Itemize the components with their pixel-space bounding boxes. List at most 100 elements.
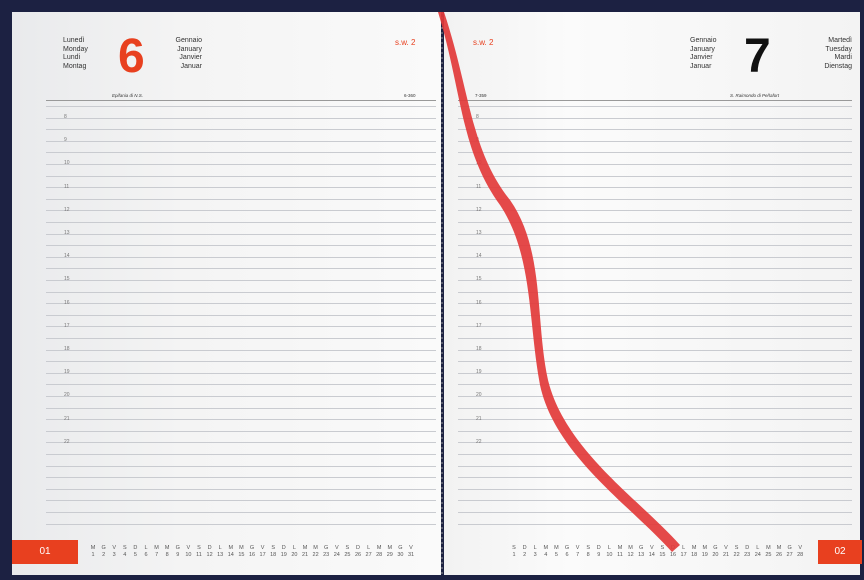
calendar-weekday: M xyxy=(776,545,782,551)
day-number: 7 xyxy=(744,30,771,83)
ruled-line xyxy=(458,477,852,479)
calendar-weekday: D xyxy=(745,545,750,551)
calendar-day: 24 xyxy=(754,552,761,558)
calendar-weekday: L xyxy=(682,545,686,551)
calendar-day: 3 xyxy=(112,552,116,558)
calendar-weekday: S xyxy=(586,545,591,551)
ruled-line xyxy=(458,152,852,154)
calendar-weekday: M xyxy=(313,545,318,551)
ruled-line xyxy=(458,442,852,444)
ruled-line xyxy=(46,175,436,177)
ruled-line xyxy=(458,430,852,432)
ruled-line xyxy=(458,372,852,374)
weekday-name: Lundi xyxy=(63,54,81,61)
hour-label: 19 xyxy=(476,369,482,376)
ruled-line xyxy=(46,222,436,223)
ruled-line xyxy=(458,117,852,119)
calendar-day: 2 xyxy=(523,552,527,558)
calendar-weekday: M xyxy=(239,545,244,551)
ruled-line xyxy=(458,314,852,316)
right-page xyxy=(444,12,860,575)
calendar-weekday: G xyxy=(175,545,180,551)
calendar-day: 11 xyxy=(196,552,202,558)
calendar-weekday: M xyxy=(766,545,771,551)
calendar-weekday: M xyxy=(543,545,549,551)
calendar-weekday: V xyxy=(409,545,413,551)
ruled-line xyxy=(46,268,436,270)
hour-label: 21 xyxy=(64,415,70,422)
saint-note: Epifania di N.S. xyxy=(112,93,144,98)
calendar-weekday: G xyxy=(639,545,644,551)
week-label: s.w. 2 xyxy=(473,38,494,47)
calendar-weekday: G xyxy=(398,545,403,551)
ruled-line xyxy=(46,523,436,525)
month-name: Gennaio xyxy=(175,37,202,44)
ruled-line xyxy=(46,291,436,293)
calendar-weekday: S xyxy=(345,545,350,551)
calendar-weekday: V xyxy=(186,545,191,551)
ruled-line xyxy=(46,117,436,119)
weekday-name: Martedì xyxy=(828,37,852,44)
calendar-day: 18 xyxy=(691,552,698,558)
ruled-line xyxy=(458,361,852,363)
hour-label: 19 xyxy=(64,369,70,376)
ruled-line xyxy=(458,106,852,107)
month-name: Janvier xyxy=(179,54,202,61)
day-number: 6 xyxy=(118,30,145,83)
ruled-line xyxy=(458,291,852,293)
calendar-weekday: M xyxy=(228,545,234,551)
hour-label: 9 xyxy=(64,137,67,144)
calendar-day: 12 xyxy=(627,552,634,558)
calendar-weekday: L xyxy=(607,545,611,551)
calendar-day: 30 xyxy=(397,552,404,558)
calendar-day: 13 xyxy=(217,552,224,558)
ribbon-bookmark xyxy=(438,12,680,552)
calendar-weekday: M xyxy=(691,545,697,551)
hour-label: 22 xyxy=(476,438,482,445)
ruled-line xyxy=(458,465,852,467)
calendar-day: 10 xyxy=(606,552,613,558)
ruled-line xyxy=(46,152,436,154)
ruled-line xyxy=(46,396,436,397)
calendar-day: 5 xyxy=(554,552,558,558)
calendar-day: 2 xyxy=(102,552,106,558)
ruled-line xyxy=(46,129,436,131)
month-name: Janvier xyxy=(690,54,713,61)
ruled-line xyxy=(458,164,852,165)
hour-label: 22 xyxy=(64,438,70,445)
calendar-weekday: V xyxy=(112,545,117,551)
calendar-day: 20 xyxy=(712,552,719,558)
calendar-day: 26 xyxy=(775,552,783,558)
weekday-name: Lunedì xyxy=(63,37,85,44)
ruled-line xyxy=(46,210,436,212)
weekday-name: Dienstag xyxy=(824,62,852,70)
calendar-weekday: G xyxy=(713,545,718,551)
ruled-line xyxy=(46,372,436,374)
calendar-weekday: G xyxy=(101,545,106,551)
calendar-weekday: L xyxy=(292,545,296,551)
month-name: Januar xyxy=(690,62,712,70)
calendar-day: 7 xyxy=(576,552,580,558)
ruled-line xyxy=(458,187,852,189)
calendar-weekday: M xyxy=(617,545,623,551)
calendar-day: 9 xyxy=(176,552,180,558)
calendar-day: 12 xyxy=(206,552,213,558)
calendar-weekday: D xyxy=(207,545,212,551)
hour-label: 8 xyxy=(476,114,479,120)
calendar-day: 23 xyxy=(323,552,330,558)
calendar-weekday: D xyxy=(596,545,601,551)
ruled-line xyxy=(46,106,436,107)
calendar-weekday: S xyxy=(660,545,665,551)
calendar-day: 21 xyxy=(301,552,309,558)
hour-label: 12 xyxy=(476,206,482,213)
ruled-line xyxy=(46,384,436,386)
hour-label: 18 xyxy=(64,346,70,352)
hour-label: 18 xyxy=(476,346,482,352)
ruled-line xyxy=(458,454,852,455)
ruled-line xyxy=(46,326,436,328)
month-name: Gennaio xyxy=(690,37,717,44)
hour-label: 16 xyxy=(64,299,70,306)
ruled-line xyxy=(46,140,436,142)
calendar-weekday: M xyxy=(154,545,159,551)
calendar-weekday: V xyxy=(649,545,654,551)
